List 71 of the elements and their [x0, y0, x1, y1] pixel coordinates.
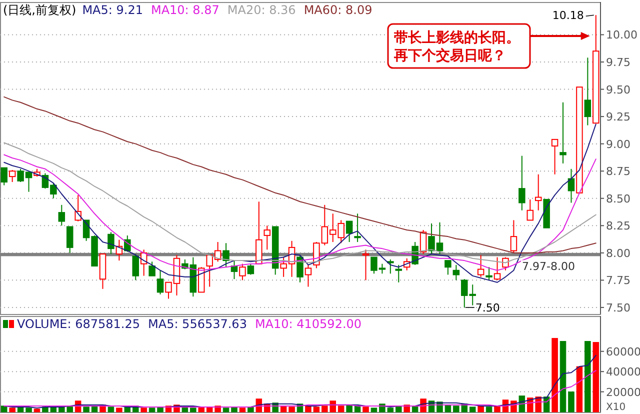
y-tick-label: 20000	[606, 386, 640, 399]
bar	[552, 338, 558, 412]
line-series	[4, 96, 596, 254]
text: MA20: 8.36	[227, 3, 296, 17]
candlestick	[568, 168, 575, 204]
text: MA10: 8.87	[150, 3, 220, 17]
y-tick-label: 60000	[606, 345, 640, 358]
bar	[83, 406, 90, 412]
line-series	[4, 370, 596, 408]
y-tick-label: 9.50	[606, 83, 630, 96]
text: MA5: 9.21	[82, 3, 143, 17]
line-series	[4, 124, 596, 283]
y-tick-label: 9.25	[606, 110, 630, 124]
bar	[108, 406, 114, 412]
bar	[116, 408, 122, 412]
candlestick	[584, 57, 592, 126]
y-tick-label: 40000	[606, 366, 640, 379]
bar	[469, 406, 476, 412]
bar	[231, 406, 238, 412]
bar	[0, 406, 8, 412]
y-tick-label: 9.00	[606, 138, 630, 151]
bar	[592, 342, 600, 412]
y-tick-label: 8.25	[606, 220, 630, 233]
candlestick	[354, 213, 361, 242]
candlestick	[74, 194, 82, 222]
y-tick-label: 7.75	[606, 274, 630, 288]
bar	[222, 408, 230, 412]
bar	[486, 406, 492, 412]
candlestick	[518, 155, 526, 211]
bar	[494, 406, 500, 412]
bar	[26, 408, 32, 412]
bar	[568, 392, 574, 412]
text: MA60: 8.09	[304, 3, 372, 17]
candlestick	[452, 264, 460, 281]
band-label: 7.97-8.00	[522, 260, 575, 274]
bar	[248, 406, 254, 412]
text: X10	[606, 402, 626, 413]
bar	[346, 404, 352, 412]
y-tick-label: 9.75	[606, 56, 630, 69]
bar	[584, 341, 591, 412]
bar	[576, 366, 583, 412]
candlestick	[264, 225, 270, 250]
candlestick	[534, 174, 542, 211]
bar	[370, 408, 378, 412]
chart-title: (日线,前复权)	[3, 3, 76, 17]
y-tick-label: 10.00	[606, 28, 638, 42]
annotation: 10.18	[552, 9, 584, 22]
bar	[338, 406, 344, 412]
bar	[354, 406, 361, 412]
bar	[396, 406, 402, 412]
bar	[198, 406, 204, 412]
bar	[34, 408, 40, 412]
y-tick-label: 8.75	[606, 165, 630, 178]
bar	[362, 406, 369, 412]
text: MA5: 556537.63	[148, 317, 247, 331]
bar	[190, 408, 196, 412]
annotation: 带长上影线的长阳。再下个交易日呢？	[393, 30, 520, 64]
bar	[560, 341, 566, 412]
bar	[9, 408, 16, 412]
y-tick-label: 7.50	[606, 301, 630, 314]
bar	[239, 408, 246, 412]
bar	[478, 406, 484, 412]
y-tick-label: 8.00	[606, 246, 630, 260]
legend-label: VOLUME: 687581.25	[17, 317, 140, 331]
y-tick-label: 8.50	[606, 192, 630, 206]
bar	[412, 406, 418, 412]
bar	[140, 408, 147, 412]
annotation: 7.50	[475, 301, 500, 314]
text: MA10: 410592.00	[254, 317, 362, 331]
bar	[124, 406, 131, 412]
candlestick	[560, 102, 566, 164]
